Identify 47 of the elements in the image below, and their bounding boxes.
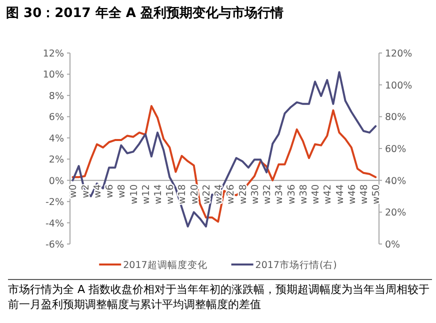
y-tick-label: 10% (42, 70, 64, 81)
y-tick-label: 8% (48, 90, 64, 102)
y-tick-label: 6% (48, 112, 64, 124)
y-tick-label: 4% (48, 133, 64, 144)
x-tick-label: w4 (92, 184, 104, 198)
x-tick-label: w12 (140, 184, 152, 204)
x-tick-label: w10 (128, 184, 140, 204)
y-tick-label: 0% (48, 176, 64, 187)
x-tick-label: w22 (201, 184, 212, 204)
x-tick-label: w36 (286, 184, 298, 204)
x-tick-label: w40 (310, 184, 322, 204)
x-tick-label: w38 (298, 184, 310, 204)
x-tick-label: w30 (250, 184, 261, 204)
y2-tick-label: 60% (385, 144, 406, 155)
x-tick-label: w6 (104, 184, 116, 198)
y2-tick-label: 100% (385, 80, 412, 92)
x-tick-label: w16 (165, 184, 176, 204)
text: 市场行情为全 A 指数收盘价相对于当年年初的涨跌幅，预期超调幅度为当年当周相较于前一月盈利预期调整幅度与累计平均调整幅度的差值 (8, 282, 432, 312)
y2-tick-label: 0% (385, 240, 400, 250)
x-tick-label: w34 (274, 184, 286, 204)
x-tick-label: w18 (177, 184, 188, 204)
legend-label: 2017市场行情(右) (255, 259, 337, 271)
x-tick-label: w32 (262, 184, 274, 204)
y-tick-label: -4% (46, 218, 64, 230)
y2-tick-label: 40% (385, 176, 406, 187)
x-tick-label: w24 (214, 184, 225, 204)
x-tick-label: w44 (334, 184, 346, 204)
x-tick-label: w42 (322, 184, 334, 204)
y2-tick-label: 120% (385, 48, 412, 60)
legend-label: 2017超调幅度变化 (123, 259, 208, 271)
y-tick-label: 12% (42, 48, 64, 60)
y-tick-label: -6% (46, 240, 64, 250)
x-tick-label: w26 (226, 184, 237, 204)
x-tick-label: w50 (371, 184, 382, 204)
y2-tick-label: 20% (385, 208, 406, 219)
y-tick-label: -2% (46, 197, 64, 208)
x-tick-label: w48 (358, 184, 370, 204)
y-tick-label: 2% (48, 154, 64, 166)
x-tick-label: w2 (80, 184, 92, 198)
y2-tick-label: 80% (385, 112, 406, 124)
x-tick-label: w0 (68, 184, 80, 198)
x-tick-label: w14 (153, 184, 164, 204)
x-tick-label: w46 (346, 184, 358, 204)
x-tick-label: w28 (238, 184, 249, 204)
x-tick-label: w8 (116, 184, 128, 198)
x-tick-label: w20 (189, 184, 200, 204)
chart-title: 图 30：2017 年全 A 盈利预期变化与市场行情 (6, 4, 284, 22)
